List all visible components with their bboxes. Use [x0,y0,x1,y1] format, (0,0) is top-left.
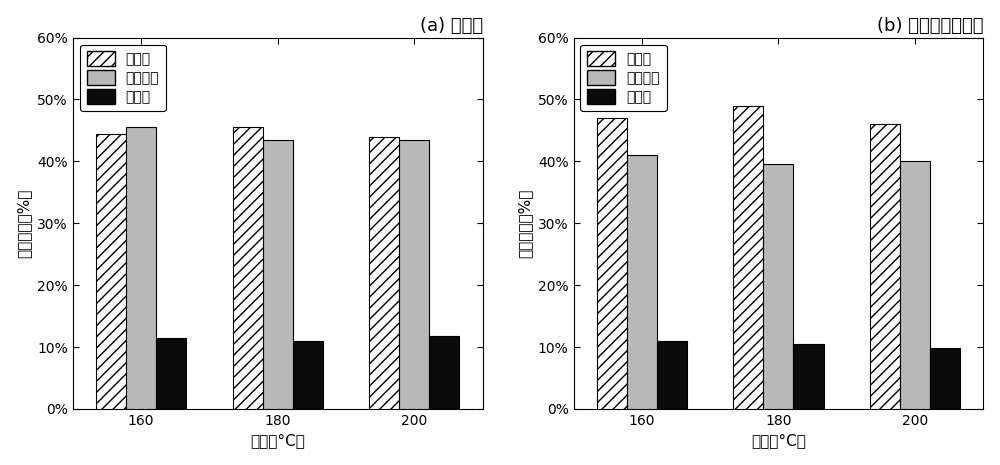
Bar [793,344,824,409]
Legend: 维维素, 半维维素, 木质素: 维维素, 半维维素, 木质素 [580,45,667,111]
Bar [156,338,186,409]
X-axis label: 温度（°C）: 温度（°C） [250,433,305,448]
Bar [263,140,293,409]
Bar [369,137,399,409]
Bar [763,165,793,409]
Bar [930,348,960,409]
Bar [429,336,459,409]
Y-axis label: 组成比例（%）: 组成比例（%） [517,189,532,258]
Y-axis label: 组成比例（%）: 组成比例（%） [17,189,32,258]
Bar [597,118,627,409]
Bar [657,341,687,409]
Text: (a) 水热法: (a) 水热法 [420,17,483,35]
Bar [900,161,930,409]
Text: (b) 细菌强化水热法: (b) 细菌强化水热法 [877,17,983,35]
Bar [126,127,156,409]
X-axis label: 温度（°C）: 温度（°C） [751,433,806,448]
Bar [733,106,763,409]
Bar [399,140,429,409]
Bar [96,133,126,409]
Bar [870,124,900,409]
Bar [293,341,323,409]
Bar [627,155,657,409]
Legend: 维维素, 半维维素, 木质素: 维维素, 半维维素, 木质素 [80,45,166,111]
Bar [233,127,263,409]
